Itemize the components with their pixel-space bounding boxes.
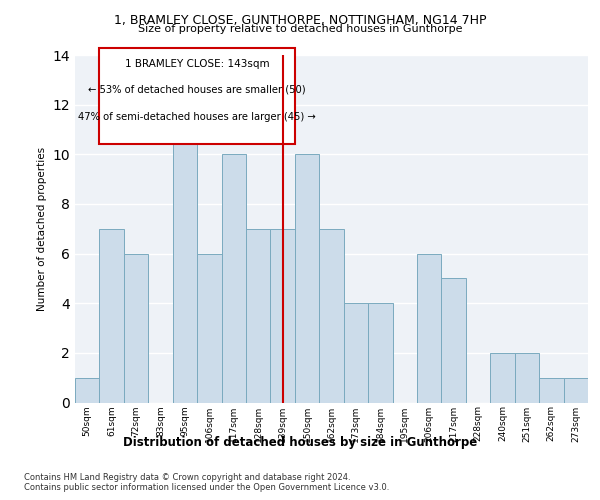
Bar bbox=[75, 378, 100, 402]
Text: Contains public sector information licensed under the Open Government Licence v3: Contains public sector information licen… bbox=[24, 484, 389, 492]
Text: 47% of semi-detached houses are larger (45) →: 47% of semi-detached houses are larger (… bbox=[78, 112, 316, 122]
Bar bbox=[490, 353, 515, 403]
Bar bbox=[271, 229, 295, 402]
Bar bbox=[197, 254, 221, 402]
Bar bbox=[221, 154, 246, 402]
Text: 1, BRAMLEY CLOSE, GUNTHORPE, NOTTINGHAM, NG14 7HP: 1, BRAMLEY CLOSE, GUNTHORPE, NOTTINGHAM,… bbox=[114, 14, 486, 27]
Bar bbox=[368, 303, 392, 402]
FancyBboxPatch shape bbox=[100, 48, 295, 144]
Text: 1 BRAMLEY CLOSE: 143sqm: 1 BRAMLEY CLOSE: 143sqm bbox=[125, 58, 269, 68]
Bar bbox=[515, 353, 539, 403]
Bar bbox=[246, 229, 271, 402]
Bar bbox=[173, 104, 197, 403]
Bar bbox=[295, 154, 319, 402]
Bar bbox=[563, 378, 588, 402]
Bar bbox=[539, 378, 563, 402]
Y-axis label: Number of detached properties: Number of detached properties bbox=[37, 146, 47, 311]
Bar bbox=[124, 254, 148, 402]
Bar bbox=[344, 303, 368, 402]
Text: ← 53% of detached houses are smaller (50): ← 53% of detached houses are smaller (50… bbox=[88, 85, 306, 95]
Bar bbox=[100, 229, 124, 402]
Text: Distribution of detached houses by size in Gunthorpe: Distribution of detached houses by size … bbox=[123, 436, 477, 449]
Bar bbox=[319, 229, 344, 402]
Bar bbox=[417, 254, 442, 402]
Text: Size of property relative to detached houses in Gunthorpe: Size of property relative to detached ho… bbox=[138, 24, 462, 34]
Bar bbox=[442, 278, 466, 402]
Text: Contains HM Land Registry data © Crown copyright and database right 2024.: Contains HM Land Registry data © Crown c… bbox=[24, 472, 350, 482]
